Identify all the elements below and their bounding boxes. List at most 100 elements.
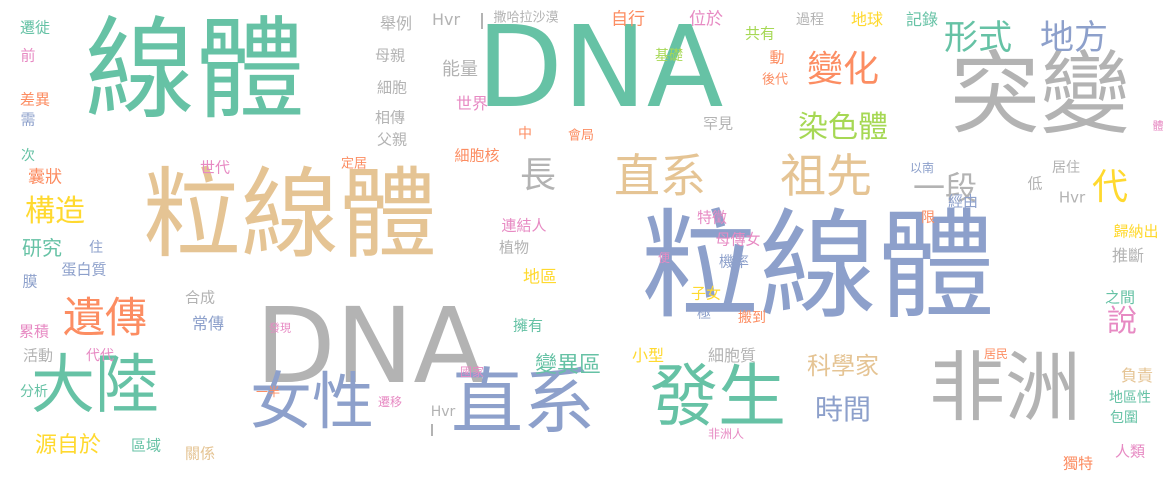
word-large: 線體 <box>85 6 305 134</box>
word-tiny: 細胞核 <box>454 146 500 165</box>
word-small: 代 <box>1091 167 1129 208</box>
word-small: 科學家 <box>807 352 879 380</box>
word-tiny: 包圍 <box>1110 410 1138 426</box>
word-small: 一段 <box>912 169 978 207</box>
word-tiny: 定居 <box>340 156 368 172</box>
word-large: DNA <box>255 285 485 407</box>
word-tiny: 遷徙 <box>19 18 51 37</box>
word-tiny: 便 <box>657 251 671 265</box>
word-small: 研究 <box>22 236 62 260</box>
word-tiny: 國家 <box>459 365 485 379</box>
word-tiny: 非洲人 <box>707 427 745 441</box>
word-tiny: 差異 <box>19 90 51 109</box>
word-tiny: 母親 <box>374 46 406 65</box>
word-tiny: 次 <box>21 148 35 164</box>
word-tiny: 中 <box>518 126 532 142</box>
word-tiny: 極 <box>697 306 711 322</box>
word-medium: 大陸 <box>31 349 159 423</box>
word-tiny: 相傳 <box>374 108 406 127</box>
word-tiny: 連結人 <box>501 216 547 235</box>
word-small: 說 <box>1107 304 1137 339</box>
word-tiny: 低 <box>1027 174 1043 193</box>
word-large: 突變 <box>950 42 1130 147</box>
word-tiny: 以南 <box>909 161 935 175</box>
word-tiny: 會局 <box>567 128 595 144</box>
word-tiny: 活動 <box>22 346 54 365</box>
word-tiny: 需 <box>20 110 36 129</box>
word-small: 時間 <box>814 393 872 426</box>
word-small: 長 <box>519 155 557 196</box>
word-tiny: 人類 <box>1114 442 1146 461</box>
divider <box>481 13 483 29</box>
word-tiny: 之間 <box>1104 288 1136 307</box>
word-tiny: 一半 <box>255 385 281 399</box>
word-tiny: 共有 <box>744 24 776 43</box>
word-small: 形式 <box>944 18 1012 58</box>
word-medium: 遺傳 <box>62 293 148 342</box>
word-tiny: 母傳女 <box>715 230 761 249</box>
word-tiny: 合成 <box>184 288 216 307</box>
word-small: 變化 <box>806 49 880 90</box>
word-medium: 祖先 <box>780 149 872 203</box>
word-tiny: 地區性 <box>1109 390 1151 406</box>
word-tiny: 位於 <box>689 9 723 30</box>
word-tiny: 機率 <box>718 252 750 271</box>
word-tiny: 囊狀 <box>28 167 62 188</box>
word-tiny: 居民 <box>983 347 1009 361</box>
word-tiny: 擁有 <box>512 316 544 335</box>
word-tiny: 累積 <box>18 322 50 341</box>
word-tiny: 能量 <box>442 59 478 80</box>
word-tiny: 經由 <box>947 192 979 211</box>
word-tiny: 常傳 <box>191 314 225 333</box>
word-small: 源自於 <box>34 433 102 458</box>
word-tiny: 記錄 <box>905 10 939 29</box>
word-small: 變異區 <box>534 353 602 378</box>
word-medium: 發生 <box>649 358 787 437</box>
word-small: 地方 <box>1040 18 1108 58</box>
word-tiny: 搬到 <box>738 310 766 326</box>
word-tiny: 撒哈拉沙漠 <box>493 10 559 26</box>
word-tiny: 父親 <box>376 130 408 149</box>
word-tiny: 推斷 <box>1111 246 1145 265</box>
word-tiny: 歸納出 <box>1113 222 1159 241</box>
word-tiny: 細胞 <box>376 78 408 97</box>
word-medium: 直系 <box>450 360 596 444</box>
word-tiny: 特徵 <box>696 208 728 227</box>
word-tiny: 關係 <box>184 444 216 463</box>
word-tiny: 子女 <box>690 284 722 303</box>
word-tiny: 體 <box>1152 119 1164 133</box>
word-tiny: 植物 <box>498 238 530 257</box>
word-small: 構造 <box>25 194 85 229</box>
word-large: 粒線體 <box>142 158 438 272</box>
word-tiny: 自行 <box>611 9 645 30</box>
divider <box>431 424 433 436</box>
word-tiny: 小型 <box>631 346 665 365</box>
word-tiny: 地球 <box>850 10 884 29</box>
word-small: 染色體 <box>798 110 888 145</box>
word-tiny: 獨特 <box>1062 454 1094 473</box>
word-tiny: Hvr <box>1058 188 1086 207</box>
word-large: DNA <box>476 3 724 133</box>
word-medium: 女性 <box>249 365 375 438</box>
word-tiny: 舉例 <box>379 14 413 33</box>
word-tiny: Hvr <box>431 10 461 29</box>
word-tiny: 世代 <box>199 158 231 177</box>
word-tiny: 分析 <box>20 384 48 400</box>
word-tiny: 地區 <box>523 267 557 288</box>
word-tiny: 世界 <box>455 94 489 113</box>
word-large: 粒線體 <box>640 197 996 335</box>
word-medium: 非洲 <box>929 343 1081 432</box>
word-tiny: 前 <box>20 46 36 65</box>
word-tiny: 細胞質 <box>707 346 757 365</box>
word-tiny: 限 <box>921 210 935 226</box>
word-tiny: 發現 <box>269 321 291 335</box>
word-tiny: 區域 <box>130 436 162 455</box>
word-tiny: 代代 <box>86 348 114 364</box>
word-tiny: 住 <box>89 240 103 256</box>
word-tiny: 過程 <box>796 12 824 28</box>
word-tiny: 負責 <box>1120 366 1154 385</box>
word-tiny: 基礎 <box>655 48 683 64</box>
word-medium: 直系 <box>614 149 706 203</box>
word-tiny: 膜 <box>22 272 38 291</box>
